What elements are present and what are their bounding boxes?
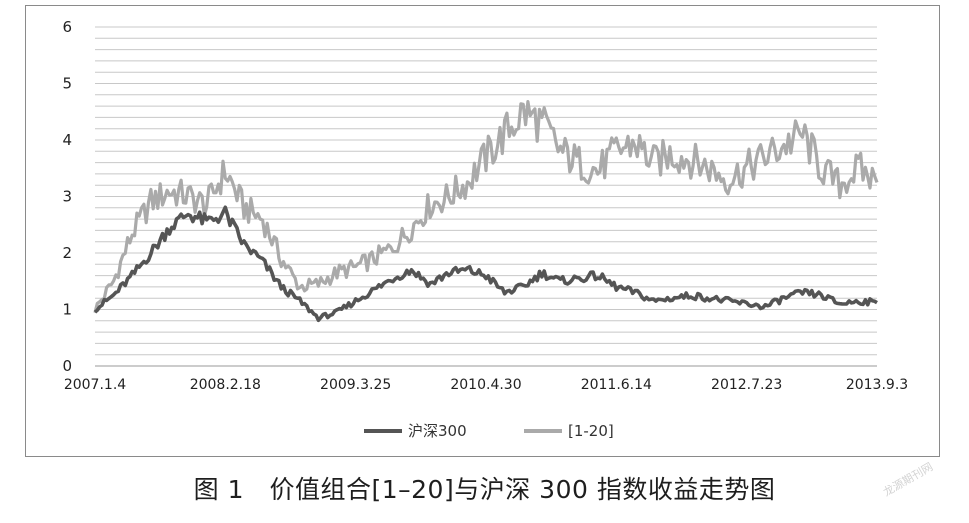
y-tick-label: 3 xyxy=(62,188,72,206)
figure-caption: 图 1 价值组合[1–20]与沪深 300 指数收益走势图 xyxy=(0,470,969,506)
y-tick-label: 4 xyxy=(62,131,72,149)
x-tick-label: 2011.6.14 xyxy=(581,377,652,393)
y-tick-label: 2 xyxy=(62,244,72,262)
chart-frame: 0 1 2 3 4 5 6 2007.1.4 2008.2.18 2009.3.25 2010.4.… xyxy=(25,5,940,457)
x-tick-label: 2009.3.25 xyxy=(320,377,391,393)
legend-label: 沪深300 xyxy=(408,422,467,440)
x-tick-label: 2012.7.23 xyxy=(711,377,782,393)
y-tick-label: 0 xyxy=(62,357,72,375)
x-tick-label: 2010.4.30 xyxy=(450,377,521,393)
legend-label: [1-20] xyxy=(568,422,614,440)
x-tick-label: 2008.2.18 xyxy=(190,377,261,393)
series-line-portfolio xyxy=(95,102,877,313)
y-tick-label: 5 xyxy=(62,75,72,93)
y-tick-label: 1 xyxy=(62,301,72,319)
x-tick-label: 2013.9.3 xyxy=(846,377,908,393)
line-chart: 0 1 2 3 4 5 6 2007.1.4 2008.2.18 2009.3.25 2010.4.… xyxy=(26,6,941,458)
x-tick-label: 2007.1.4 xyxy=(64,377,126,393)
y-tick-label: 6 xyxy=(62,18,72,36)
